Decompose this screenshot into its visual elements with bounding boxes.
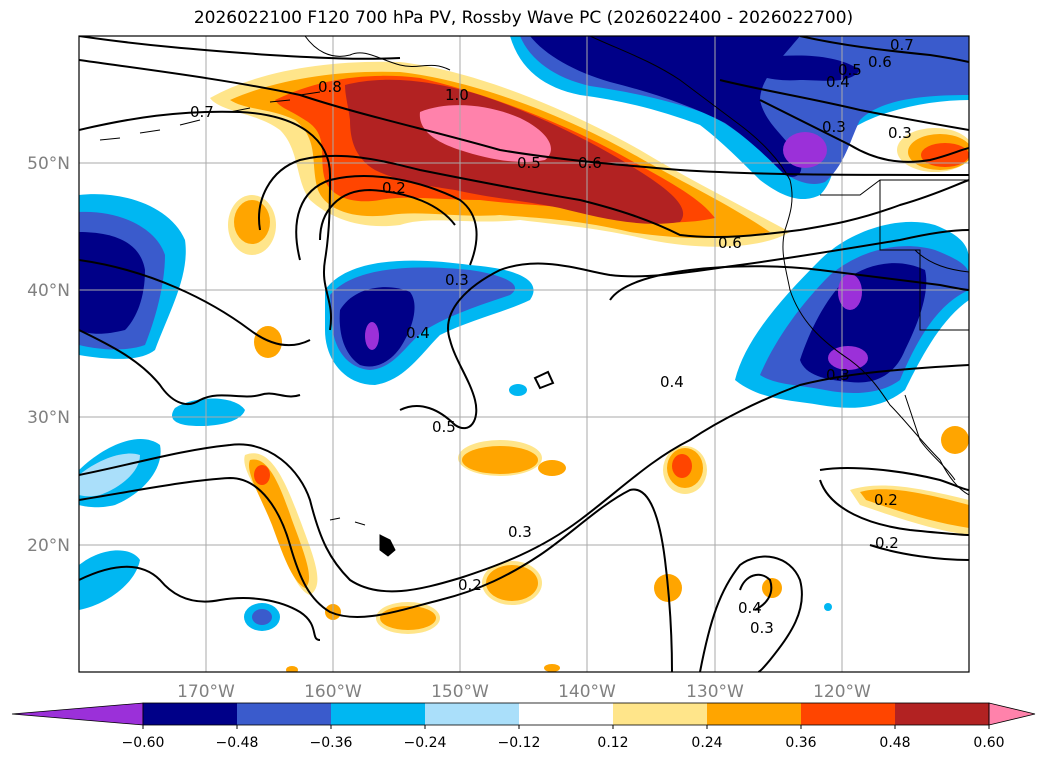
lat-label: 50°N [27,154,70,174]
lon-label: 160°W [304,682,362,702]
coastlines [99,36,969,557]
colorbar-swatch [801,703,895,725]
lat-label: 20°N [27,536,70,556]
lon-label: 120°W [813,682,871,702]
contour-label: 0.6 [578,154,602,172]
contour-label: 0.6 [718,234,742,252]
colorbar-swatch [519,703,613,725]
lat-label: 40°N [27,281,70,301]
colorbar: −0.60 −0.48 −0.36 −0.24 −0.12 0.12 0.24 0.36 0.4… [11,702,1036,751]
colorbar-swatch [331,703,425,725]
pv-shading [79,36,969,672]
colorbar-swatch [613,703,707,725]
colorbar-tick-label: 0.36 [785,735,816,751]
colorbar-tick-label: −0.24 [404,735,447,751]
contour-label: 0.4 [738,599,762,617]
contour-labels: 0.7 0.8 1.0 0.5 0.6 0.2 0.6 0.3 0.4 0.5 … [190,36,914,637]
colorbar-outline [142,702,990,726]
colorbar-swatch [143,703,237,725]
contour-label: 0.5 [517,154,541,172]
contour-label: 0.8 [318,78,342,96]
contour-label: 0.4 [660,373,684,391]
lat-label: 30°N [27,408,70,428]
contour-label: 0.2 [458,576,482,594]
contour-label: 0.3 [508,523,532,541]
map-title: 2026022100 F120 700 hPa PV, Rossby Wave … [193,8,854,28]
contour-label: 0.5 [838,61,862,79]
contour-label: 0.3 [822,118,846,136]
contour-label: 0.7 [190,103,214,121]
gridlines [79,36,969,672]
latitude-labels: 50°N 40°N 30°N 20°N [27,154,70,556]
colorbar-tick-label: 0.12 [597,735,628,751]
contour-label: 0.4 [826,73,850,91]
contour-label: 0.2 [874,491,898,509]
contour-label: 0.2 [382,179,406,197]
colorbar-swatch [425,703,519,725]
colorbar-tick-label: −0.12 [498,735,541,751]
lon-label: 130°W [686,682,744,702]
colorbar-swatch [237,703,331,725]
contour-label: 1.0 [445,86,469,104]
contour-label: 0.2 [875,534,899,552]
contour-label: 0.7 [890,36,914,54]
colorbar-tick-label: 0.60 [973,735,1004,751]
colorbar-tick-label: 0.24 [691,735,722,751]
colorbar-tick-label: 0.48 [879,735,910,751]
colorbar-swatch [895,703,989,725]
lon-label: 140°W [558,682,616,702]
longitude-labels: 170°W 160°W 150°W 140°W 130°W 120°W [177,682,871,702]
contour-label: 0.3 [826,366,850,384]
colorbar-tick-label: −0.36 [310,735,353,751]
contour-label: 0.3 [445,271,469,289]
contour-label: 0.6 [868,53,892,71]
lon-label: 150°W [431,682,489,702]
colorbar-tick-label: −0.48 [216,735,259,751]
contour-lines [79,36,969,672]
contour-label: 0.4 [406,324,430,342]
colorbar-tick-label: −0.60 [122,735,165,751]
contour-label: 0.3 [750,619,774,637]
colorbar-extend-high [988,702,1036,726]
plot-frame [78,35,970,673]
colorbar-swatch [707,703,801,725]
lon-label: 170°W [177,682,235,702]
contour-label: 0.3 [888,124,912,142]
contour-label: 0.5 [432,418,456,436]
colorbar-extend-low [11,702,144,726]
